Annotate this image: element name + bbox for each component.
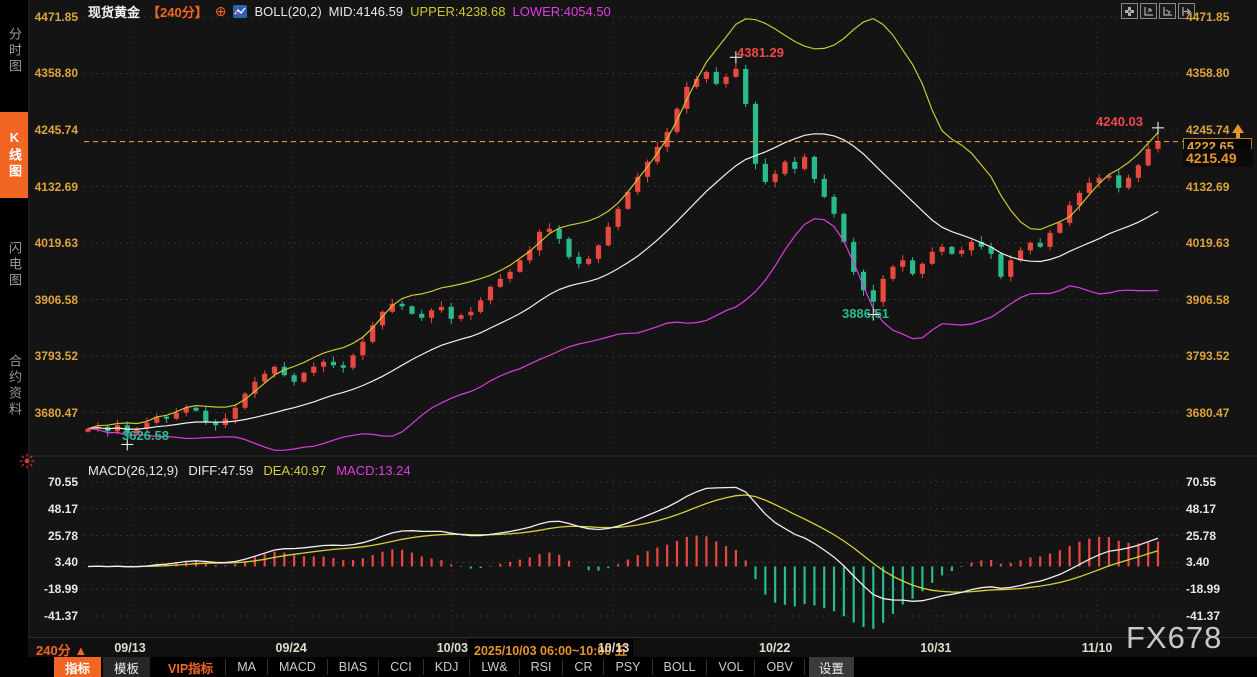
date-axis-label: 10/22 [759, 641, 791, 655]
left-low-annotation: 3626.58 [122, 428, 169, 443]
secondary-price-box: 4215.49 [1183, 149, 1253, 167]
indicator-button-psy[interactable]: PSY [604, 659, 653, 675]
sidebar-item-1[interactable]: K线图 [0, 112, 28, 198]
price-axis-label-left: 4132.69 [34, 179, 78, 194]
date-axis-label: 10/31 [920, 641, 952, 655]
indicator-button-kdj[interactable]: KDJ [424, 659, 471, 675]
indicator-button-bias[interactable]: BIAS [328, 659, 380, 675]
macd-name: MACD(26,12,9) [88, 463, 179, 478]
macd-axis-label-right: -18.99 [1186, 582, 1221, 597]
price-axis-label-left: 4019.63 [34, 236, 78, 250]
indicator-button-boll[interactable]: BOLL [653, 659, 708, 675]
live-dot-icon[interactable] [18, 452, 36, 475]
macd-axis-label-right: 70.55 [1186, 475, 1217, 489]
macd-axis-label-right: 3.40 [1186, 555, 1210, 570]
time-axis: 240分 ▲ 2025/10/03 06:00~10:00 五 09/13 09/… [28, 638, 1257, 660]
peak-high-annotation: 4381.29 [737, 45, 784, 60]
price-axis-label-right: 3680.47 [1186, 405, 1230, 420]
boll-lower-value: LOWER:4054.50 [512, 3, 611, 19]
pan-right-icon[interactable] [1178, 3, 1195, 19]
sidebar-item-3[interactable]: 合约资料 [7, 354, 22, 418]
boll-label: BOLL(20,2) [254, 3, 322, 19]
sidebar: 分时图 K线图闪电图合约资料 [0, 0, 29, 677]
tab-template[interactable]: 模板 [103, 656, 151, 677]
add-icon[interactable]: ⊕ [214, 2, 227, 19]
indicator-button-macd[interactable]: MACD [268, 659, 328, 675]
macd-axis-label-left: 70.55 [47, 475, 78, 489]
macd-diff-value: DIFF:47.59 [188, 463, 254, 478]
macd-axis-label-right: -41.37 [1186, 608, 1221, 623]
hover-time-tooltip: 2025/10/03 06:00~10:00 五 [468, 639, 634, 660]
recent-high-annotation: 4240.03 [1096, 114, 1143, 129]
indicator-button-ma[interactable]: MA [225, 659, 268, 675]
mini-chart-icon[interactable] [233, 4, 248, 18]
timeframe-selector[interactable]: 240分 ▲ [36, 643, 88, 658]
price-axis-label-left: 4471.85 [34, 10, 78, 24]
date-axis-label: 09/13 [114, 641, 146, 655]
price-axis-label-left: 4245.74 [34, 123, 78, 137]
period-label[interactable]: 【240分】 [147, 4, 208, 20]
vip-indicator-button[interactable]: VIP指标 [168, 661, 214, 676]
indicator-button-obv[interactable]: OBV [755, 659, 805, 675]
macd-dea-value: DEA:40.97 [263, 463, 327, 478]
macd-axis-label-left: 25.78 [47, 528, 78, 543]
price-axis-label-right: 3906.58 [1186, 292, 1230, 307]
settings-button[interactable]: 设置 [808, 656, 854, 677]
indicator-button-cci[interactable]: CCI [379, 659, 424, 675]
price-axis-label-right: 4019.63 [1186, 236, 1230, 250]
macd-axis-label-left: -18.99 [43, 582, 78, 597]
indicator-toolbar: 指标 模板 VIP指标 MA MACD BIAS CCI KDJ LW& RSI CR PSY B… [28, 656, 1257, 677]
tab-indicator[interactable]: 指标 [54, 656, 102, 677]
sidebar-item-2[interactable]: 闪电图 [7, 241, 22, 289]
price-axis-label-right: 4132.69 [1186, 179, 1230, 194]
sidebar-item-0[interactable]: 分时图 [7, 27, 22, 75]
symbol-name: 现货黄金 [88, 4, 141, 20]
macd-axis-label-left: 48.17 [47, 501, 78, 516]
price-axis-label-right: 3793.52 [1186, 349, 1230, 363]
indicator-button-cr[interactable]: CR [563, 659, 605, 675]
indicator-button-lw&[interactable]: LW& [470, 659, 520, 675]
price-axis-label-left: 4358.80 [34, 66, 78, 81]
indicator-button-rsi[interactable]: RSI [520, 659, 564, 675]
price-axis-label-left: 3793.52 [34, 349, 78, 363]
date-axis-label: 09/24 [275, 641, 307, 655]
mid-low-annotation: 3886.51 [842, 306, 889, 321]
up-triangle-icon: ▲ [74, 643, 88, 658]
boll-upper-value: UPPER:4238.68 [410, 3, 506, 19]
watermark: FX678 [1126, 620, 1223, 655]
price-axis-label-left: 3680.47 [34, 405, 78, 420]
macd-axis-label-right: 25.78 [1186, 528, 1217, 543]
price-axis-label-right: 4471.85 [1186, 10, 1230, 24]
axis-scale-right-icon[interactable] [1159, 3, 1176, 19]
macd-axis-label-left: -41.37 [43, 608, 78, 623]
price-axis-label-right: 4358.80 [1186, 66, 1230, 81]
price-axis-label-left: 3906.58 [34, 292, 78, 307]
axis-scale-left-icon[interactable] [1140, 3, 1157, 19]
indicator-button-vol[interactable]: VOL [707, 659, 756, 675]
date-axis-label: 10/03 [436, 641, 468, 655]
macd-axis-label-left: 3.40 [54, 555, 78, 570]
chart-header: 现货黄金 【240分】 ⊕ BOLL(20,2) MID:4146.59 UPP… [88, 2, 611, 20]
price-axis-label-right: 4245.74 [1186, 123, 1230, 137]
date-axis-label: 10/13 [597, 641, 630, 655]
macd-macd-value: MACD:13.24 [336, 463, 411, 478]
crosshair-icon[interactable] [1121, 3, 1138, 19]
date-axis-label: 11/10 [1081, 641, 1113, 655]
macd-header: MACD(26,12,9) DIFF:47.59 DEA:40.97 MACD:… [88, 463, 411, 478]
boll-mid-value: MID:4146.59 [328, 3, 404, 19]
macd-axis-label-right: 48.17 [1186, 501, 1217, 516]
